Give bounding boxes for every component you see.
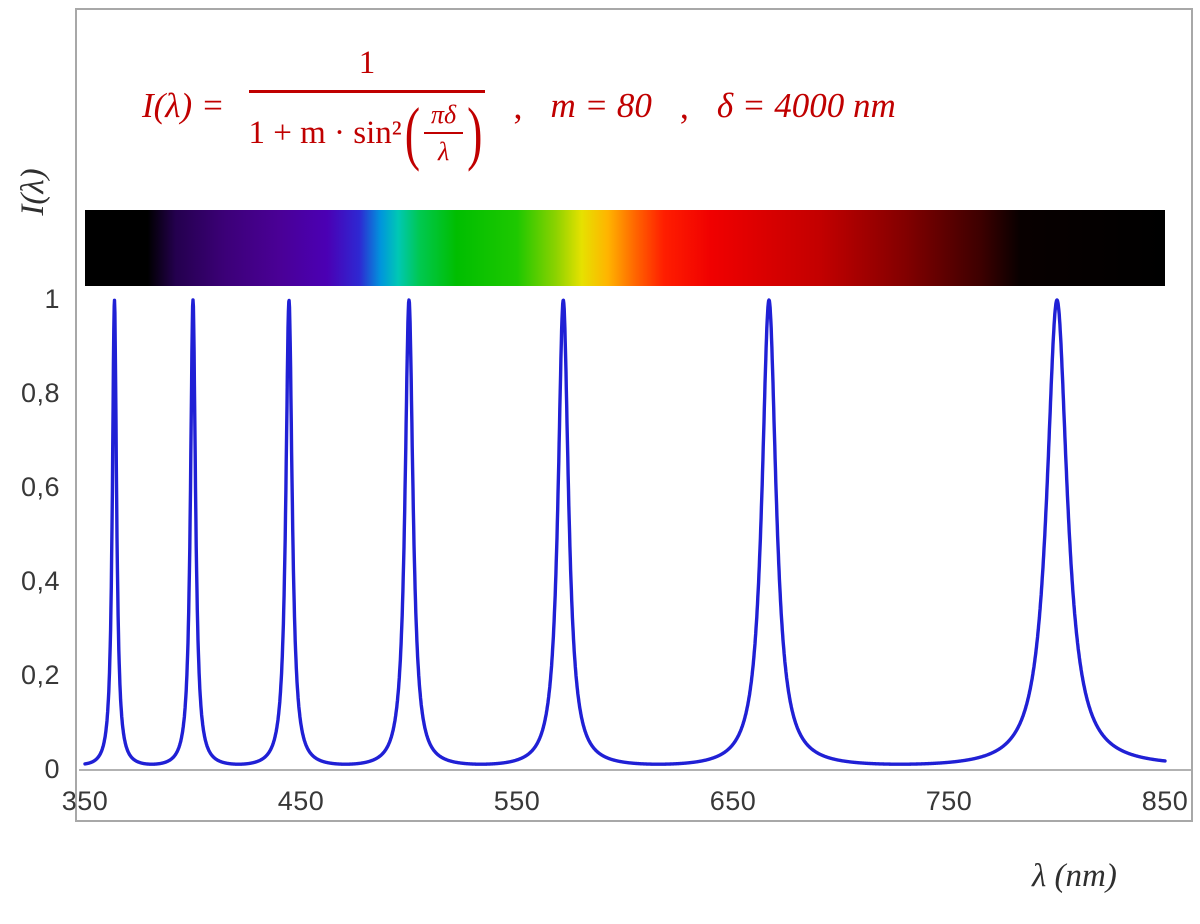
inner-denominator: λ — [437, 137, 450, 167]
formula-param-m: m = 80 — [550, 86, 652, 125]
visible-spectrum-band — [85, 210, 1165, 286]
formula-param-delta: δ = 4000 nm — [716, 86, 896, 125]
y-axis-title: I(λ) — [14, 168, 51, 216]
formula-den-prefix: 1 + m · sin² — [248, 114, 402, 151]
formula-comma-1: , — [513, 86, 523, 126]
formula-numerator: 1 — [248, 45, 486, 93]
x-axis-title: λ (nm) — [1032, 858, 1117, 894]
intensity-curve — [83, 298, 1167, 766]
y-tick-label: 0 — [44, 753, 60, 784]
formula-lhs: I(λ) = — [142, 86, 225, 125]
x-tick-label: 550 — [493, 786, 541, 816]
x-tick-label: 450 — [277, 786, 325, 816]
x-axis-ticks: 350 450 550 650 750 850 — [62, 786, 1188, 818]
y-tick-label: 1 — [44, 283, 60, 314]
y-tick-label: 0,8 — [20, 377, 60, 408]
inner-fraction: πδ λ — [424, 100, 464, 168]
y-axis-ticks: 1 0,8 0,6 0,4 0,2 0 — [0, 284, 62, 784]
y-tick-label: 0,4 — [20, 565, 60, 596]
inner-numerator: πδ — [424, 100, 464, 135]
open-paren: ( — [404, 93, 421, 173]
x-axis-line — [79, 769, 1191, 771]
formula: I(λ) = 1 1 + m · sin² ( πδ λ ) , m = 80 … — [142, 30, 896, 182]
y-tick-label: 0,2 — [20, 659, 60, 690]
formula-comma-2: , — [679, 86, 689, 126]
x-tick-label: 850 — [1141, 786, 1189, 816]
chart-frame — [75, 8, 1193, 822]
close-paren: ) — [467, 93, 483, 173]
intensity-curve-path — [83, 298, 1167, 766]
formula-fraction: 1 1 + m · sin² ( πδ λ ) — [248, 45, 486, 168]
x-tick-label: 650 — [709, 786, 757, 816]
x-tick-label: 750 — [925, 786, 973, 816]
formula-denominator: 1 + m · sin² ( πδ λ ) — [249, 93, 486, 168]
x-tick-label: 350 — [61, 786, 109, 816]
y-tick-label: 0,6 — [20, 471, 60, 502]
